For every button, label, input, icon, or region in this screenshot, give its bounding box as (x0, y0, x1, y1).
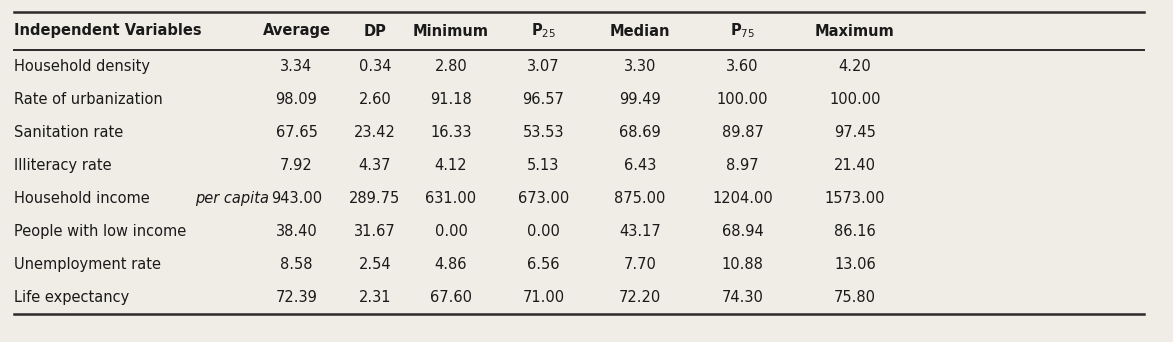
Text: 13.06: 13.06 (834, 257, 876, 272)
Text: 943.00: 943.00 (271, 191, 323, 206)
Text: 2.31: 2.31 (359, 290, 392, 305)
Text: 4.86: 4.86 (435, 257, 467, 272)
Text: Maximum: Maximum (815, 24, 895, 39)
Text: 631.00: 631.00 (426, 191, 476, 206)
Text: 0.00: 0.00 (527, 224, 560, 239)
Text: 4.20: 4.20 (839, 59, 872, 74)
Text: Rate of urbanization: Rate of urbanization (14, 92, 163, 107)
Text: 2.60: 2.60 (359, 92, 392, 107)
Text: 89.87: 89.87 (721, 125, 764, 140)
Text: 6.56: 6.56 (527, 257, 560, 272)
Text: Household income: Household income (14, 191, 155, 206)
Text: 100.00: 100.00 (717, 92, 768, 107)
Text: P$_{75}$: P$_{75}$ (730, 22, 755, 40)
Text: 53.53: 53.53 (523, 125, 564, 140)
Text: 91.18: 91.18 (430, 92, 472, 107)
Text: Median: Median (610, 24, 670, 39)
Text: 3.60: 3.60 (726, 59, 759, 74)
Text: 4.37: 4.37 (359, 158, 392, 173)
Text: 74.30: 74.30 (721, 290, 764, 305)
Text: 7.70: 7.70 (624, 257, 657, 272)
Text: 7.92: 7.92 (280, 158, 313, 173)
Text: 673.00: 673.00 (517, 191, 569, 206)
Text: 2.54: 2.54 (359, 257, 392, 272)
Text: Average: Average (263, 24, 331, 39)
Text: 71.00: 71.00 (522, 290, 564, 305)
Text: 289.75: 289.75 (350, 191, 401, 206)
Text: 4.12: 4.12 (435, 158, 467, 173)
Text: 67.65: 67.65 (276, 125, 318, 140)
Text: 86.16: 86.16 (834, 224, 876, 239)
Text: 3.07: 3.07 (527, 59, 560, 74)
Text: 97.45: 97.45 (834, 125, 876, 140)
Text: 21.40: 21.40 (834, 158, 876, 173)
Text: Independent Variables: Independent Variables (14, 24, 202, 39)
Text: Illiteracy rate: Illiteracy rate (14, 158, 111, 173)
Text: 0.34: 0.34 (359, 59, 392, 74)
Text: 67.60: 67.60 (430, 290, 472, 305)
Text: 75.80: 75.80 (834, 290, 876, 305)
Text: DP: DP (364, 24, 386, 39)
Text: 68.94: 68.94 (721, 224, 764, 239)
Text: 5.13: 5.13 (528, 158, 560, 173)
Text: 38.40: 38.40 (276, 224, 318, 239)
Text: 43.17: 43.17 (619, 224, 660, 239)
Text: Sanitation rate: Sanitation rate (14, 125, 123, 140)
Text: 2.80: 2.80 (435, 59, 467, 74)
Text: 16.33: 16.33 (430, 125, 472, 140)
Text: Life expectancy: Life expectancy (14, 290, 129, 305)
Text: 8.58: 8.58 (280, 257, 313, 272)
Text: P$_{25}$: P$_{25}$ (531, 22, 556, 40)
Text: Unemployment rate: Unemployment rate (14, 257, 161, 272)
Text: 6.43: 6.43 (624, 158, 656, 173)
Text: 72.20: 72.20 (619, 290, 662, 305)
Text: 0.00: 0.00 (434, 224, 467, 239)
Text: People with low income: People with low income (14, 224, 187, 239)
Text: 3.30: 3.30 (624, 59, 656, 74)
Text: 875.00: 875.00 (615, 191, 666, 206)
Text: 23.42: 23.42 (354, 125, 396, 140)
Text: Minimum: Minimum (413, 24, 489, 39)
Text: per capita: per capita (195, 191, 269, 206)
Text: 1204.00: 1204.00 (712, 191, 773, 206)
Text: 96.57: 96.57 (522, 92, 564, 107)
Text: 99.49: 99.49 (619, 92, 660, 107)
Text: 10.88: 10.88 (721, 257, 764, 272)
Text: 98.09: 98.09 (276, 92, 318, 107)
Text: 72.39: 72.39 (276, 290, 318, 305)
Text: 31.67: 31.67 (354, 224, 395, 239)
Text: 100.00: 100.00 (829, 92, 881, 107)
Text: 68.69: 68.69 (619, 125, 660, 140)
Text: 8.97: 8.97 (726, 158, 759, 173)
Text: Household density: Household density (14, 59, 150, 74)
Text: 1573.00: 1573.00 (825, 191, 886, 206)
Text: 3.34: 3.34 (280, 59, 313, 74)
